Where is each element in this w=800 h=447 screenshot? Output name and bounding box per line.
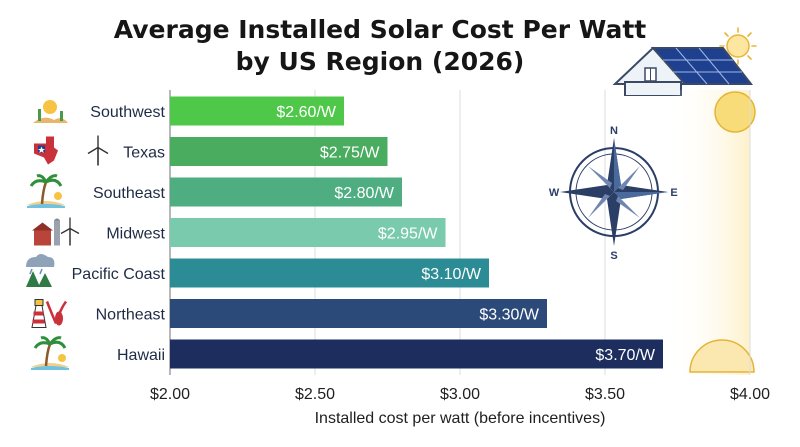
category-label: Texas xyxy=(123,145,165,162)
chart-title: Average Installed Solar Cost Per Watt by… xyxy=(100,14,660,78)
x-tick-label: $3.50 xyxy=(585,386,625,403)
category-label: Southeast xyxy=(93,185,166,202)
x-tick-label: $4.00 xyxy=(730,386,770,403)
category-labels: Southwest Texas Southeast Midwest Pacific Co… xyxy=(72,104,166,364)
plot-sun-glow xyxy=(670,90,750,375)
category-icons xyxy=(26,100,109,370)
bar xyxy=(170,339,663,369)
x-tick-labels: $2.00 $2.50 $3.00 $3.50 $4.00 xyxy=(150,386,770,403)
category-label: Northeast xyxy=(96,307,166,324)
house-solar-panel-icon xyxy=(612,27,757,96)
compass-e-label: E xyxy=(670,187,677,199)
bar-value-label: $3.30/W xyxy=(479,307,539,324)
sun-icon xyxy=(719,27,757,65)
texas-flag-wind-turbine-icon xyxy=(34,135,109,166)
compass-s-label: S xyxy=(610,250,617,262)
palm-tree-beach-icon xyxy=(27,174,65,208)
x-tick-label: $2.00 xyxy=(150,386,190,403)
desert-cactus-sun-icon xyxy=(33,100,68,123)
compass-rose-icon: N S W E xyxy=(549,125,678,262)
palm-tree-island-icon xyxy=(31,336,69,370)
chart-title-line1: Average Installed Solar Cost Per Watt xyxy=(113,15,647,44)
lighthouse-lobster-icon xyxy=(31,299,68,328)
category-label: Hawaii xyxy=(117,347,165,364)
bar xyxy=(170,177,402,207)
category-label: Midwest xyxy=(106,226,165,243)
sun-icon xyxy=(689,339,755,373)
rain-cloud-trees-icon xyxy=(26,254,55,287)
bar-value-label: $2.75/W xyxy=(320,145,380,162)
chart-title-line2: by US Region (2026) xyxy=(235,47,525,76)
bar xyxy=(170,218,446,247)
bar-value-label: $2.95/W xyxy=(378,226,438,243)
sun-icon xyxy=(714,91,756,133)
barn-silo-wind-turbine-icon xyxy=(32,217,80,246)
x-tick-label: $3.00 xyxy=(440,386,480,403)
bar-value-label: $2.60/W xyxy=(276,104,336,121)
bars xyxy=(170,96,663,369)
bar-labels: $2.60/W $2.75/W $2.80/W $2.95/W $3.10/W $3.30… xyxy=(276,104,655,364)
category-label: Pacific Coast xyxy=(72,266,166,283)
bar-value-label: $3.10/W xyxy=(421,266,481,283)
bar xyxy=(170,299,547,328)
x-tick-label: $2.50 xyxy=(295,386,335,403)
compass-w-label: W xyxy=(549,187,560,199)
bar xyxy=(170,96,344,126)
compass-n-label: N xyxy=(610,125,618,137)
bar xyxy=(170,258,489,288)
bar-value-label: $2.80/W xyxy=(334,185,394,202)
x-axis-label: Installed cost per watt (before incentiv… xyxy=(314,410,606,427)
category-label: Southwest xyxy=(90,104,165,121)
bar-value-label: $3.70/W xyxy=(595,347,655,364)
bar xyxy=(170,137,388,166)
